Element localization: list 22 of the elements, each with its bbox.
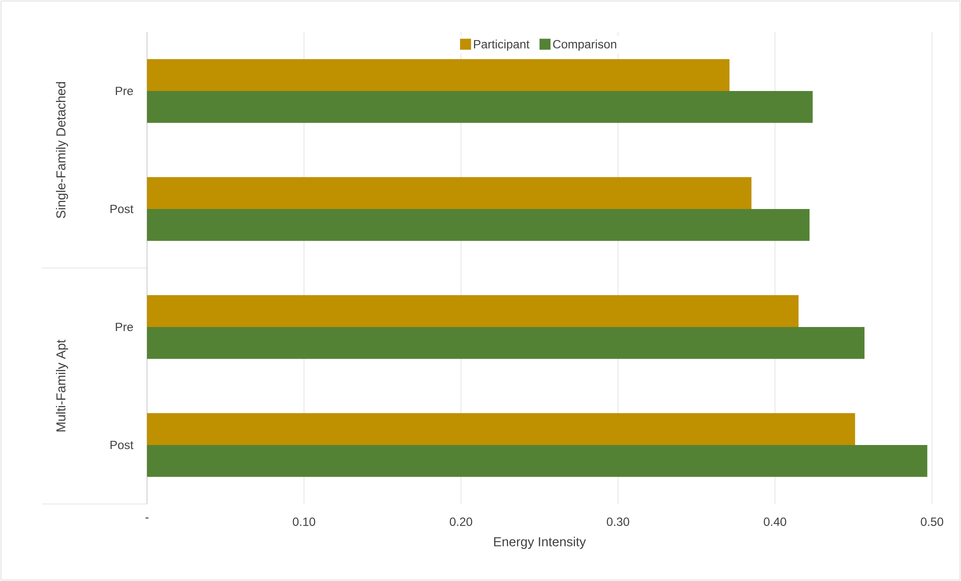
y-tick-label: Post — [110, 204, 134, 214]
text: Single-Family Detached — [56, 82, 68, 218]
bar — [147, 326, 864, 359]
text: Multi-Family Apt — [56, 340, 68, 432]
x-tick-label: 0.30 — [606, 518, 630, 526]
x-tick-label: 0.20 — [450, 518, 472, 526]
bar — [147, 59, 730, 91]
x-axis-title: Energy Intensity — [494, 536, 586, 549]
legend-label: Participant — [474, 40, 530, 51]
y-tick-label: Pre — [116, 322, 133, 332]
bar — [147, 208, 810, 241]
x-tick-label: 0.10 — [292, 518, 316, 526]
legend-label: Comparison — [553, 40, 616, 51]
bar — [147, 444, 928, 477]
bar — [147, 295, 799, 327]
x-tick-label: 0.50 — [920, 518, 944, 526]
y-tick-label: Post — [110, 440, 134, 450]
bar — [147, 413, 856, 445]
bar — [147, 90, 813, 123]
x-tick-label: 0.40 — [764, 518, 786, 526]
y-tick-label: Pre — [116, 86, 133, 96]
bar — [147, 177, 752, 209]
